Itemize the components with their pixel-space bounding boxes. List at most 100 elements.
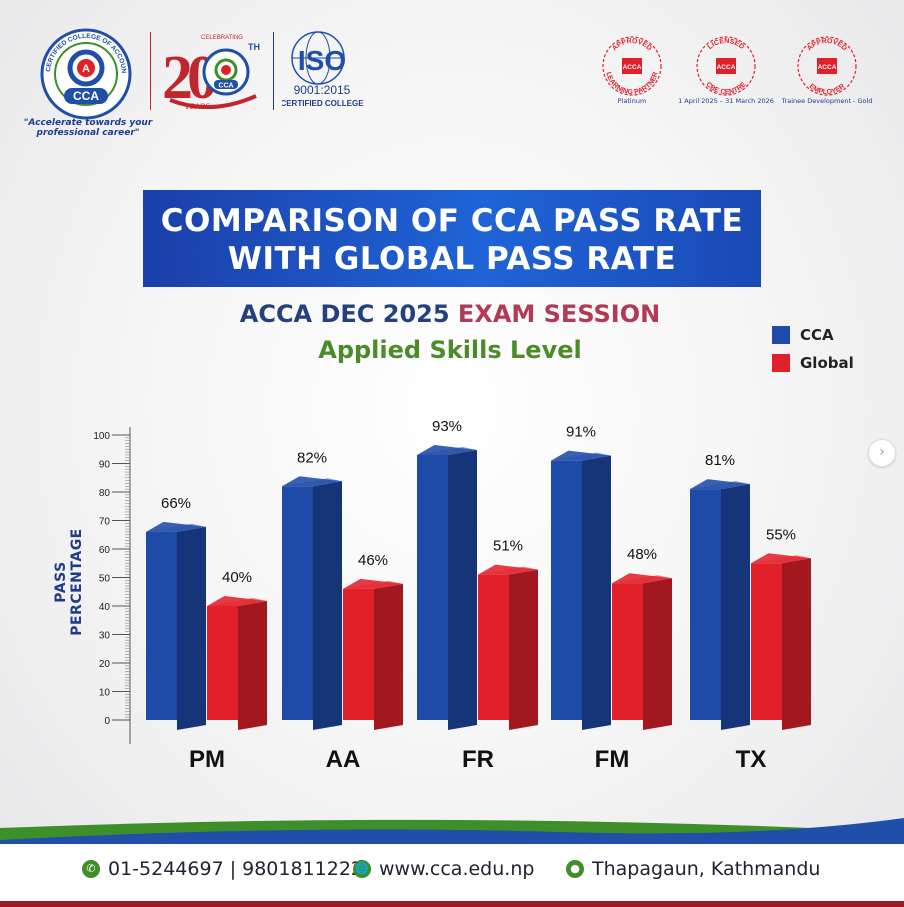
divider — [150, 32, 151, 110]
phone-contact[interactable]: ✆ 01-5244697 | 9801811222 — [82, 858, 363, 880]
bar-side — [782, 558, 811, 730]
data-label: 93% — [432, 418, 462, 435]
y-tick-label: 20 — [99, 659, 111, 670]
x-tick-label-aa: AA — [326, 746, 361, 773]
bar-top-face — [690, 481, 750, 490]
bar-side — [643, 578, 672, 730]
bar-global-pm — [207, 606, 238, 720]
y-tick-label: 80 — [99, 488, 111, 499]
x-tick-label-tx: TX — [736, 746, 767, 773]
legend-label-global: Global — [800, 354, 854, 372]
cca-tagline: "Accelerate towards your professional ca… — [23, 118, 153, 138]
website-url: www.cca.edu.np — [379, 858, 535, 880]
y-tick-label: 30 — [99, 631, 111, 642]
bar-cca-pm — [146, 531, 177, 720]
badge-caption: 1 April 2025 – 31 March 2026 — [678, 97, 774, 105]
y-tick-label: 100 — [93, 431, 110, 442]
data-label: 51% — [493, 538, 523, 555]
logo-short-name: CCA — [73, 89, 99, 103]
badge-caption: Platinum — [617, 97, 647, 105]
bar-cca-fm — [551, 460, 582, 720]
bar-top-face — [207, 598, 267, 606]
chart-legend: CCA Global — [772, 326, 854, 382]
data-label: 40% — [222, 569, 252, 586]
bar-top-face — [146, 523, 206, 532]
svg-text:LEARNING PARTNER: LEARNING PARTNER — [604, 71, 659, 96]
badge-caption: Trainee Development - Gold — [781, 97, 873, 105]
data-label: 55% — [766, 526, 796, 543]
bar-top-face — [282, 478, 342, 487]
bar-cca-fr — [417, 454, 448, 720]
svg-text:9001:2015: 9001:2015 — [294, 83, 351, 97]
svg-text:APPROVED: APPROVED — [806, 38, 848, 52]
data-label: 91% — [566, 424, 596, 441]
svg-text:TH: TH — [248, 42, 260, 52]
globe-icon: 🌐 — [353, 860, 371, 878]
svg-text:ACCA: ACCA — [818, 64, 837, 71]
legend-item-cca: CCA — [772, 326, 854, 344]
acca-badge: APPROVED LEARNING PARTNER ACCA — [602, 36, 662, 96]
y-tick-label: 0 — [104, 716, 110, 727]
bar-cca-aa — [282, 486, 313, 720]
chart-title-part2: EXAM SESSION — [457, 300, 661, 328]
svg-text:CERTIFIED COLLEGE: CERTIFIED COLLEGE — [282, 99, 364, 108]
anniversary-logo: CELEBRATING 20 CCA TH YEARS — [162, 35, 260, 112]
bar-side — [509, 569, 538, 730]
address: ● Thapagaun, Kathmandu — [566, 858, 820, 880]
bar-side — [177, 526, 206, 730]
bar-chart: 0 10 20 30 40 50 60 70 80 90 100 66% 40% PM 82% 46% AA 93… — [93, 418, 811, 773]
y-tick-label: 50 — [99, 574, 111, 585]
bar-top-face — [551, 452, 611, 461]
data-label: 48% — [627, 546, 657, 563]
legend-swatch-cca — [772, 326, 790, 344]
acca-badge: APPROVED EMPLOYER ACCA — [797, 36, 857, 96]
svg-text:CELEBRATING: CELEBRATING — [201, 35, 243, 41]
acca-badge: LICENSED CBE CENTRE ACCA — [696, 36, 756, 96]
svg-text:YEARS: YEARS — [184, 102, 210, 111]
x-tick-label-fr: FR — [462, 746, 494, 773]
bar-global-aa — [343, 588, 374, 720]
svg-text:ACCA: ACCA — [623, 64, 642, 71]
website-link[interactable]: 🌐 www.cca.edu.np — [353, 858, 534, 880]
y-tick-label: 40 — [99, 602, 111, 613]
banner-line-2: WITH GLOBAL PASS RATE — [227, 241, 677, 277]
x-tick-label-pm: PM — [189, 746, 225, 773]
next-arrow-button[interactable]: › — [868, 439, 896, 467]
phone-icon: ✆ — [82, 860, 100, 878]
bar-top-face — [478, 566, 538, 575]
chart-title: ACCA DEC 2025 EXAM SESSION — [200, 300, 700, 328]
divider — [273, 32, 274, 110]
address-text: Thapagaun, Kathmandu — [592, 858, 821, 880]
footer-wave — [0, 818, 904, 850]
bar-side — [582, 455, 611, 730]
banner-line-1: COMPARISON OF CCA PASS RATE — [160, 203, 744, 239]
y-tick-label: 90 — [99, 460, 111, 471]
bar-top-face — [417, 446, 477, 455]
logo-letter: A — [82, 63, 90, 75]
chart-subtitle: Applied Skills Level — [318, 336, 582, 364]
svg-text:ISO: ISO — [298, 45, 346, 76]
bar-top-face — [612, 575, 672, 584]
bar-side — [374, 583, 403, 730]
y-tick-label: 60 — [99, 545, 111, 556]
data-label: 82% — [297, 449, 327, 466]
svg-text:CBE CENTRE: CBE CENTRE — [704, 81, 747, 96]
bar-side — [313, 481, 342, 730]
legend-item-global: Global — [772, 354, 854, 372]
legend-swatch-global — [772, 354, 790, 372]
svg-text:EMPLOYER: EMPLOYER — [808, 83, 846, 96]
bar-side — [448, 449, 477, 730]
bottom-strip — [0, 901, 904, 907]
svg-text:CCA: CCA — [218, 83, 233, 90]
data-label: 81% — [705, 452, 735, 469]
iso-logo: ISO 9001:2015 CERTIFIED COLLEGE — [282, 31, 364, 108]
phone-number: 01-5244697 | 9801811222 — [108, 858, 364, 880]
bar-side — [238, 601, 267, 730]
legend-label-cca: CCA — [800, 326, 834, 344]
footer-bar — [0, 844, 904, 902]
bar-top-face — [343, 580, 403, 589]
bar-cca-tx — [690, 489, 721, 720]
bar-global-fr — [478, 574, 509, 720]
svg-text:ACCA: ACCA — [717, 64, 736, 71]
bar-global-fm — [612, 583, 643, 720]
